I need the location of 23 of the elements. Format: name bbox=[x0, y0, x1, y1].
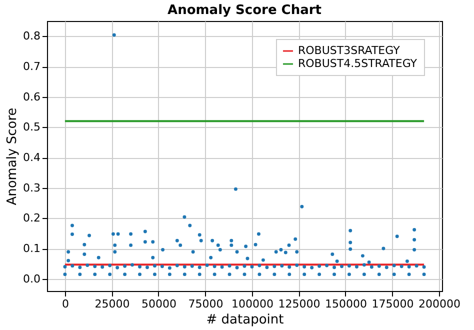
x-tick-label: 200000 bbox=[418, 298, 461, 310]
y-tick-label: 0.3 bbox=[23, 181, 40, 194]
x-tick-label: 100000 bbox=[231, 298, 274, 310]
y-tick-label: 0.7 bbox=[23, 60, 40, 74]
y-tick-label: 0.6 bbox=[23, 90, 40, 104]
x-tick-label: 125000 bbox=[278, 298, 320, 310]
y-tick-label: 0.0 bbox=[23, 272, 40, 286]
chart-title: Anomaly Score Chart bbox=[168, 3, 322, 18]
x-tick-label: 0 bbox=[62, 298, 69, 310]
y-axis-title: Anomaly Score bbox=[5, 108, 20, 206]
x-tick-label: 25000 bbox=[94, 298, 130, 310]
x-tick-label: 150000 bbox=[324, 298, 367, 310]
x-tick-label: 75000 bbox=[188, 298, 224, 310]
legend-label: ROBUST4.5STRATEGY bbox=[298, 57, 418, 70]
y-tick-label: 0.2 bbox=[23, 212, 40, 225]
y-tick-label: 0.4 bbox=[23, 151, 40, 164]
y-tick-label: 0.8 bbox=[23, 30, 40, 43]
x-axis-title: # datapoint bbox=[206, 312, 284, 328]
y-tick-label: 0.5 bbox=[23, 120, 40, 134]
legend-label: ROBUST3SRATEGY bbox=[298, 44, 400, 57]
y-tick-label: 0.1 bbox=[23, 242, 40, 256]
x-tick-label: 50000 bbox=[141, 298, 176, 310]
x-tick-label: 175000 bbox=[372, 298, 414, 310]
